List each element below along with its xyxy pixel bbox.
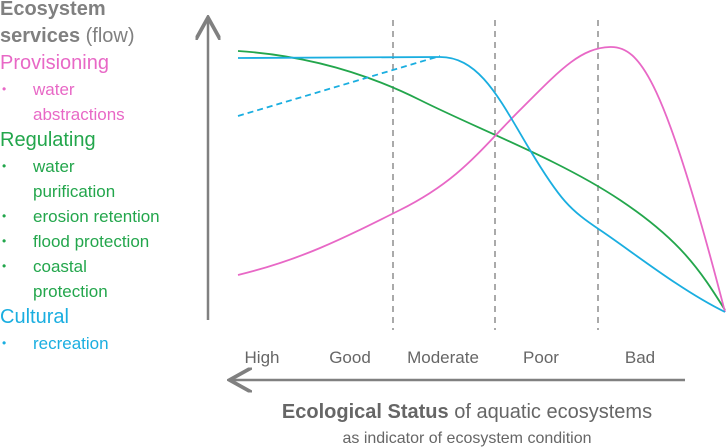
group-title: Provisioning [0,52,109,74]
group-item: recreation [0,331,153,356]
status-label: Poor [523,348,559,367]
status-label: Moderate [407,348,479,367]
x-title-rest: of aquatic ecosystems [454,401,652,423]
x-title-bold: Ecological Status [282,401,449,423]
status-label: Good [329,348,371,367]
status-labels: High Good Moderate Poor Bad [245,348,656,367]
status-label: Bad [625,348,655,367]
group-item: erosion retention [0,204,203,229]
regulating-curve [237,50,726,311]
status-label: High [245,348,280,367]
y-title: Ecosystem services (flow) [0,0,170,50]
x-title: Ecological Status of aquatic ecosystems [282,401,652,423]
cultural-alt-curve [237,55,441,117]
group-item: flood protection [0,229,203,254]
provisioning-curve [237,46,726,313]
y-title-bold: Ecosystem services [0,0,106,47]
group-title: Regulating [0,129,96,151]
class-dividers [392,20,599,330]
group-title: Cultural [0,306,69,328]
x-subtitle: as indicator of ecosystem condition [342,430,591,447]
group-item: coastal protection [0,254,133,304]
group-item: water purification [0,154,133,204]
cultural-curve [237,56,726,313]
legend-panel: Ecosystem services (flow) Provisioning w… [0,0,200,356]
y-title-rest: (flow) [85,25,135,47]
group-item: water abstractions [0,77,133,127]
